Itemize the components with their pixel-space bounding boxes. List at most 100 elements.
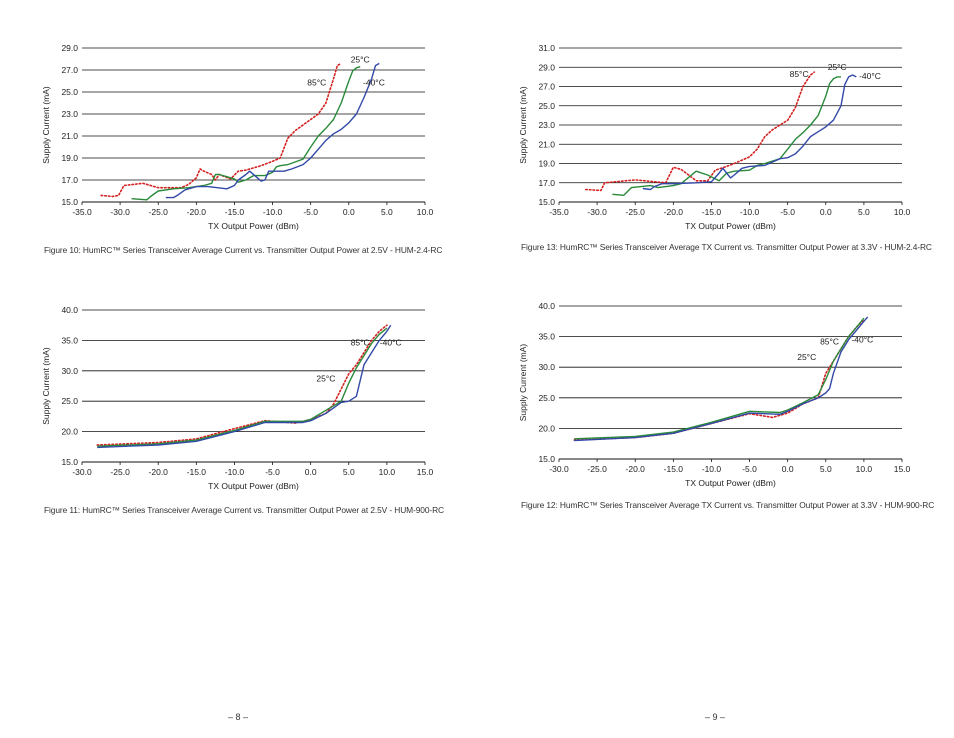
y-tick-label: 21.0 [61, 131, 78, 141]
chart-figure-10: 15.0 17.0 19.0 21.0 23.0 25.0 27.0 29.0 -35.0 -30… [41, 43, 434, 231]
x-tick-label: 0.0 [343, 207, 355, 217]
series-line-25c [97, 327, 388, 447]
y-axis-title: Supply Current (mA) [518, 86, 528, 164]
series-annotation: 25°C [828, 62, 847, 72]
x-tick-label: -5.0 [742, 464, 757, 474]
x-tick-label: 10.0 [417, 207, 434, 217]
series-annotation: 25°C [316, 374, 335, 384]
y-tick-label: 35.0 [61, 335, 78, 345]
y-tick-label: 15.0 [61, 457, 78, 467]
x-tick-label: -10.0 [740, 207, 760, 217]
x-axis-title: TX Output Power (dBm) [685, 478, 776, 488]
series-line-25c [574, 317, 865, 440]
x-axis-title: TX Output Power (dBm) [208, 221, 299, 231]
series-line-neg40c [574, 316, 869, 442]
x-tick-label: -20.0 [187, 207, 207, 217]
x-tick-label: -30.0 [72, 467, 92, 477]
x-tick-label: 10.0 [856, 464, 873, 474]
y-tick-label: 25.0 [61, 396, 78, 406]
chart-figure-13: 15.0 17.0 19.0 21.0 23.0 25.0 27.0 29.0 31.0 -35.… [518, 43, 911, 231]
page-number-left: – 8 – [228, 712, 249, 722]
y-tick-label: 17.0 [538, 178, 555, 188]
x-tick-label: 0.0 [820, 207, 832, 217]
y-tick-label: 25.0 [61, 87, 78, 97]
x-tick-label: 10.0 [379, 467, 396, 477]
x-tick-label: -10.0 [702, 464, 722, 474]
x-tick-label: 15.0 [894, 464, 911, 474]
x-tick-label: -25.0 [626, 207, 646, 217]
y-tick-label: 21.0 [538, 139, 555, 149]
x-tick-label: -30.0 [587, 207, 607, 217]
y-tick-label: 31.0 [538, 43, 555, 53]
series-line-neg40c [642, 74, 857, 191]
x-tick-label: 0.0 [782, 464, 794, 474]
figure-12-caption: Figure 12: HumRC™ Series Transceiver Ave… [521, 500, 935, 510]
y-tick-label: 23.0 [61, 109, 78, 119]
x-tick-label: -25.0 [149, 207, 169, 217]
y-tick-label: 23.0 [538, 120, 555, 130]
y-tick-label: 29.0 [61, 43, 78, 53]
chart-figure-11: 15.0 20.0 25.0 30.0 35.0 40.0 -30.0 -25.0 -20.0 -… [41, 305, 434, 491]
y-tick-label: 40.0 [538, 301, 555, 311]
y-tick-label: 25.0 [538, 101, 555, 111]
y-axis-title: Supply Current (mA) [41, 347, 51, 425]
y-tick-label: 20.0 [538, 423, 555, 433]
series-annotation: 25°C [797, 352, 816, 362]
series-line-85c [100, 62, 342, 198]
x-tick-label: -20.0 [149, 467, 169, 477]
y-tick-label: 40.0 [61, 305, 78, 315]
figure-13-caption: Figure 13: HumRC™ Series Transceiver Ave… [521, 242, 932, 252]
y-axis-title: Supply Current (mA) [518, 344, 528, 422]
x-tick-label: -30.0 [110, 207, 130, 217]
x-tick-label: -15.0 [187, 467, 207, 477]
y-tick-label: 35.0 [538, 332, 555, 342]
x-tick-label: -20.0 [626, 464, 646, 474]
series-annotation: -40°C [859, 71, 881, 81]
x-tick-label: 0.0 [305, 467, 317, 477]
figure-11-caption: Figure 11: HumRC™ Series Transceiver Ave… [44, 505, 445, 515]
x-tick-label: -15.0 [664, 464, 684, 474]
y-tick-label: 15.0 [538, 454, 555, 464]
y-axis-title: Supply Current (mA) [41, 86, 51, 164]
y-tick-label: 30.0 [61, 366, 78, 376]
x-tick-label: -15.0 [225, 207, 245, 217]
y-tick-label: 19.0 [61, 153, 78, 163]
y-tick-label: 17.0 [61, 175, 78, 185]
series-line-85c [584, 71, 816, 192]
page-number-right: – 9 – [705, 712, 726, 722]
x-tick-label: 10.0 [894, 207, 911, 217]
x-tick-label: 5.0 [858, 207, 870, 217]
series-line-25c [612, 76, 841, 196]
x-tick-label: -10.0 [263, 207, 283, 217]
x-tick-label: -35.0 [549, 207, 569, 217]
series-annotation: 85°C [351, 337, 370, 347]
y-tick-label: 29.0 [538, 62, 555, 72]
series-line-25c [131, 66, 361, 201]
y-tick-label: 30.0 [538, 362, 555, 372]
figure-10-caption: Figure 10: HumRC™ Series Transceiver Ave… [44, 245, 443, 255]
x-tick-label: -25.0 [110, 467, 130, 477]
x-tick-label: 5.0 [343, 467, 355, 477]
series-annotation: 25°C [351, 54, 370, 64]
x-axis-title: TX Output Power (dBm) [208, 481, 299, 491]
y-tick-label: 20.0 [61, 427, 78, 437]
series-annotation: -40°C [363, 77, 385, 87]
x-tick-label: 5.0 [820, 464, 832, 474]
x-tick-label: 5.0 [381, 207, 393, 217]
x-tick-label: -25.0 [587, 464, 607, 474]
x-tick-label: 15.0 [417, 467, 434, 477]
y-tick-label: 25.0 [538, 393, 555, 403]
x-tick-label: -30.0 [549, 464, 569, 474]
x-tick-label: -35.0 [72, 207, 92, 217]
y-tick-label: 19.0 [538, 159, 555, 169]
x-tick-label: -5.0 [303, 207, 318, 217]
series-annotation: 85°C [790, 69, 809, 79]
series-annotation: 85°C [307, 77, 326, 87]
series-line-neg40c [97, 324, 392, 449]
y-tick-label: 27.0 [61, 65, 78, 75]
x-tick-label: -10.0 [225, 467, 245, 477]
x-tick-label: -5.0 [780, 207, 795, 217]
x-tick-label: -15.0 [702, 207, 722, 217]
y-tick-label: 27.0 [538, 82, 555, 92]
